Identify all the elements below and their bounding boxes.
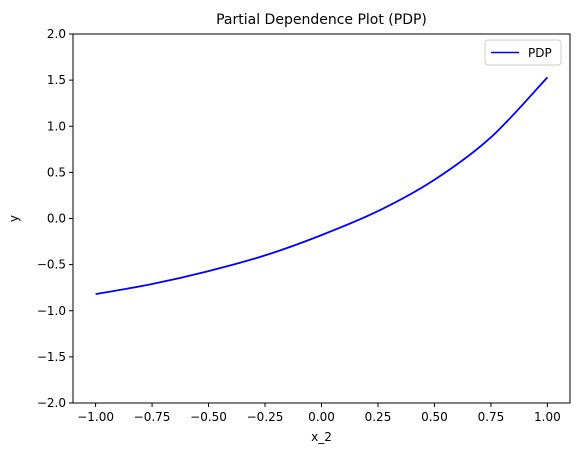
legend: PDP (484, 39, 562, 66)
plot-area (72, 33, 571, 404)
y-tick-label: 0.5 (47, 165, 66, 179)
series-layer (95, 76, 549, 296)
axes-frame (72, 33, 571, 404)
y-tick-label: 0.0 (47, 212, 66, 226)
y-tick-label: 1.5 (47, 73, 66, 87)
x-axis: −1.00 −0.75 −0.50 −0.25 0.00 0.25 0.50 0.75 1.00 (77, 403, 561, 424)
series-line-pdp (95, 76, 549, 296)
chart-title: Partial Dependence Plot (PDP) (216, 12, 427, 28)
legend-label: PDP (528, 46, 552, 60)
legend-box (484, 39, 562, 66)
x-tick-label: −0.50 (190, 410, 227, 424)
x-tick-label: 0.50 (421, 410, 448, 424)
y-tick-label: 2.0 (47, 27, 66, 41)
x-tick-label: −0.75 (134, 410, 171, 424)
y-axis: −2.0 −1.5 −1.0 −0.5 0.0 0.5 1.0 1.5 2.0 (37, 27, 73, 410)
y-tick-label: −0.5 (37, 258, 66, 272)
x-tick-label: −0.25 (247, 410, 284, 424)
y-tick-label: −2.0 (37, 396, 66, 410)
y-axis-label: y (7, 215, 21, 222)
x-tick-label: 0.75 (478, 410, 505, 424)
x-tick-label: 0.25 (365, 410, 392, 424)
x-tick-label: −1.00 (77, 410, 114, 424)
x-tick-label: 1.00 (534, 410, 561, 424)
x-axis-label: x_2 (311, 430, 332, 444)
y-tick-label: −1.0 (37, 304, 66, 318)
x-tick-label: 0.00 (308, 410, 335, 424)
y-tick-label: 1.0 (47, 119, 66, 133)
y-tick-label: −1.5 (37, 350, 66, 364)
